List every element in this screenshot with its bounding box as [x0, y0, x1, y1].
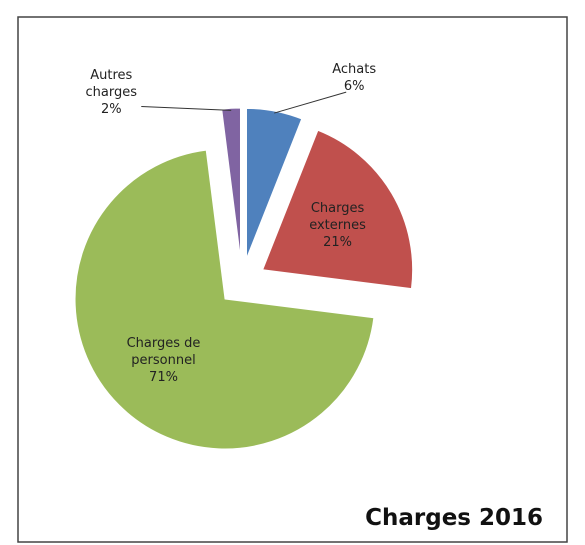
chart-title: Charges 2016	[365, 505, 543, 531]
slice-category-label: Charges de personnel	[126, 335, 201, 368]
pie-slice	[74, 149, 375, 450]
frame	[17, 16, 568, 543]
pie-slice	[221, 107, 241, 259]
slice-category-label: Autres charges	[85, 68, 138, 100]
slice-value-label: 2%	[100, 102, 122, 117]
leader-line	[274, 91, 347, 114]
pie-slice	[261, 129, 414, 290]
pie-slice	[245, 107, 303, 259]
slice-category-label: Achats	[332, 62, 377, 78]
slice-value-label: 6%	[343, 79, 365, 95]
slice-value-label: 71%	[149, 369, 178, 385]
slice-value-label: 21%	[323, 234, 352, 250]
leader-line	[141, 106, 232, 111]
slice-category-label: Charges externes	[309, 200, 366, 233]
